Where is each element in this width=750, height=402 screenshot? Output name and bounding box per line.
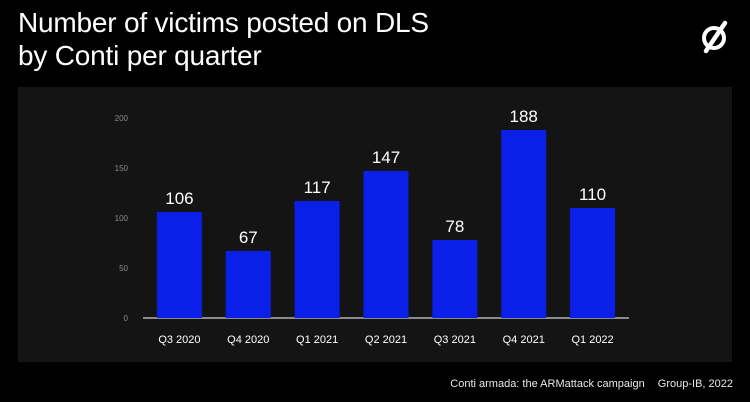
y-tick-label: 150 [115, 164, 129, 173]
bar-value-label: 67 [239, 228, 258, 247]
bar [294, 201, 340, 318]
x-tick-label: Q1 2022 [571, 334, 613, 346]
bar-value-label: 147 [372, 148, 400, 167]
footer-credit: Group-IB, 2022 [657, 378, 733, 390]
bar [432, 240, 478, 318]
y-tick-label: 200 [115, 114, 129, 123]
y-tick-label: 0 [124, 314, 129, 323]
x-tick-label: Q2 2021 [365, 334, 407, 346]
footer: Conti armada: the ARMattack campaign Gro… [450, 378, 733, 390]
bar [363, 171, 409, 318]
bar-value-label: 188 [510, 107, 538, 126]
x-tick-label: Q4 2021 [503, 334, 545, 346]
footer-source: Conti armada: the ARMattack campaign [450, 378, 645, 390]
chart-title-line-1: Number of victims posted on DLS [18, 7, 429, 38]
bar-value-label: 110 [579, 185, 606, 204]
bar-chart: 0 50 100 150 200 106 Q3 2020 67 Q4 2020 117 Q1 202… [115, 107, 629, 346]
chart-panel: 0 50 100 150 200 106 Q3 2020 67 Q4 2020 117 Q1 202… [18, 87, 732, 362]
x-tick-label: Q4 2020 [227, 334, 269, 346]
bar [501, 130, 547, 318]
bar [225, 251, 271, 318]
bar-value-label: 117 [304, 178, 331, 197]
x-tick-label: Q1 2021 [296, 334, 338, 346]
x-tick-label: Q3 2020 [158, 334, 200, 346]
y-tick-label: 100 [115, 214, 129, 223]
bar-value-label: 106 [165, 189, 193, 208]
bar [570, 208, 616, 318]
x-tick-label: Q3 2021 [434, 334, 476, 346]
group-ib-logo-icon [702, 20, 728, 54]
y-tick-label: 50 [119, 264, 128, 273]
chart-title: Number of victims posted on DLS by Conti… [18, 6, 578, 72]
bar-value-label: 78 [445, 217, 464, 236]
bar [156, 212, 202, 318]
chart-title-line-2: by Conti per quarter [18, 40, 262, 71]
